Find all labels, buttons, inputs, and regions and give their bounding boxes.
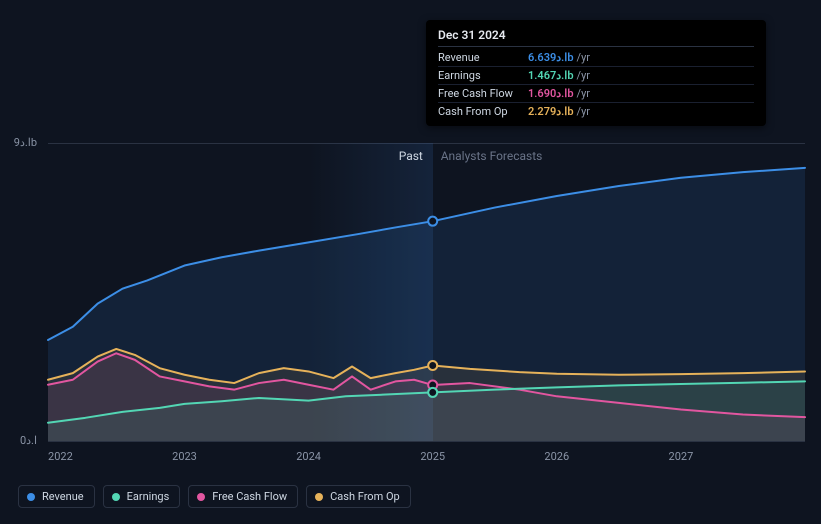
- legend-item-label: Free Cash Flow: [212, 490, 287, 503]
- hover-tooltip: Dec 31 2024 Revenue6.639ا.دb/yrEarnings1…: [426, 20, 766, 126]
- x-tick-label: 2023: [172, 450, 197, 463]
- legend-dot-icon: [197, 493, 205, 501]
- x-tick-label: 2024: [296, 450, 321, 463]
- legend-item-label: Revenue: [42, 490, 84, 503]
- tooltip-date: Dec 31 2024: [438, 28, 754, 47]
- tooltip-row-suffix: /yr: [577, 105, 590, 118]
- legend-dot-icon: [112, 493, 120, 501]
- tooltip-row-value: 1.467: [528, 69, 556, 82]
- legend-item-cash_from_op[interactable]: Cash From Op: [306, 485, 411, 508]
- legend-dot-icon: [27, 493, 35, 501]
- cash_from_op-hover-marker: [428, 361, 437, 370]
- legend-dot-icon: [315, 493, 323, 501]
- tooltip-row-unit: ا.دb: [556, 51, 573, 64]
- tooltip-row-unit: ا.دb: [556, 87, 573, 100]
- tooltip-row: Revenue6.639ا.دb/yr: [438, 49, 754, 67]
- legend-item-free_cash_flow[interactable]: Free Cash Flow: [188, 485, 298, 508]
- tooltip-row-value: 2.279: [528, 105, 556, 118]
- tooltip-row-unit: ا.دb: [556, 69, 573, 82]
- tooltip-row-label: Cash From Op: [438, 105, 528, 118]
- tooltip-row-label: Free Cash Flow: [438, 87, 528, 100]
- x-tick-label: 2026: [544, 450, 569, 463]
- legend-item-earnings[interactable]: Earnings: [103, 485, 181, 508]
- tooltip-row: Free Cash Flow1.690ا.دb/yr: [438, 85, 754, 103]
- tooltip-row-value: 6.639: [528, 51, 556, 64]
- tooltip-row-value: 1.690: [528, 87, 556, 100]
- financial-chart: 0ا.د9ا.دb Past Analysts Forecasts 202220…: [0, 0, 821, 524]
- tooltip-row: Earnings1.467ا.دb/yr: [438, 67, 754, 85]
- revenue-hover-marker: [428, 217, 437, 226]
- tooltip-row-unit: ا.دb: [556, 105, 573, 118]
- x-tick-label: 2022: [48, 450, 73, 463]
- tooltip-row-label: Earnings: [438, 69, 528, 82]
- earnings-hover-marker: [428, 388, 437, 397]
- legend-item-label: Cash From Op: [330, 490, 400, 503]
- x-tick-label: 2027: [669, 450, 694, 463]
- x-axis-labels: 2022 2023 2024 2025 2026 2027: [48, 450, 805, 470]
- legend-item-revenue[interactable]: Revenue: [18, 485, 95, 508]
- x-tick-label: 2025: [420, 450, 445, 463]
- tooltip-row-label: Revenue: [438, 51, 528, 64]
- tooltip-row: Cash From Op2.279ا.دb/yr: [438, 103, 754, 120]
- chart-legend: Revenue Earnings Free Cash Flow Cash From O…: [18, 485, 411, 508]
- tooltip-row-suffix: /yr: [577, 51, 590, 64]
- tooltip-row-suffix: /yr: [577, 69, 590, 82]
- tooltip-row-suffix: /yr: [577, 87, 590, 100]
- legend-item-label: Earnings: [127, 490, 170, 503]
